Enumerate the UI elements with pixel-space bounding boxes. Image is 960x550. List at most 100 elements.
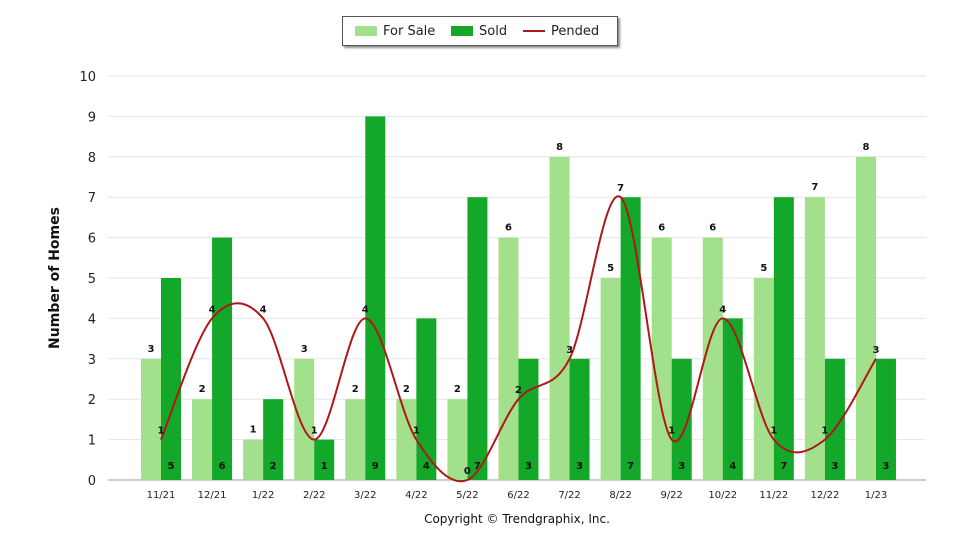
data-label-pended: 1 bbox=[311, 426, 318, 437]
data-label-for-sale: 8 bbox=[862, 142, 869, 153]
bar-sold bbox=[161, 278, 181, 480]
y-tick-label: 3 bbox=[88, 353, 96, 368]
x-tick-label: 3/22 bbox=[354, 490, 376, 501]
legend-swatch-for-sale bbox=[355, 25, 377, 36]
bar-sold bbox=[569, 358, 590, 480]
chart-legend: For Sale Sold Pended bbox=[342, 16, 618, 46]
data-label-pended: 1 bbox=[770, 426, 777, 437]
data-label-sold: 4 bbox=[423, 461, 430, 472]
data-label-sold: 3 bbox=[678, 461, 685, 472]
legend-label-for-sale: For Sale bbox=[383, 24, 436, 39]
bar-sold bbox=[875, 358, 896, 480]
bar-sold bbox=[671, 358, 692, 480]
data-label-pended: 1 bbox=[158, 426, 165, 437]
x-tick-label: 10/22 bbox=[708, 490, 737, 501]
x-tick-label: 11/21 bbox=[147, 490, 176, 501]
data-label-for-sale: 2 bbox=[352, 384, 359, 395]
x-tick-label: 12/22 bbox=[810, 490, 839, 501]
data-label-pended: 4 bbox=[260, 304, 267, 315]
data-label-for-sale: 5 bbox=[760, 263, 767, 274]
bar-sold bbox=[467, 197, 488, 480]
x-tick-label: 2/22 bbox=[303, 490, 325, 501]
bar-for-sale bbox=[243, 439, 264, 480]
data-label-for-sale: 3 bbox=[148, 344, 155, 355]
x-tick-label: 8/22 bbox=[609, 490, 631, 501]
data-label-pended: 4 bbox=[209, 304, 216, 315]
bar-for-sale bbox=[753, 278, 774, 480]
data-label-pended: 1 bbox=[668, 426, 675, 437]
data-label-sold: 7 bbox=[474, 461, 481, 472]
bar-sold bbox=[212, 237, 233, 480]
y-tick-label: 1 bbox=[88, 434, 96, 449]
data-label-sold: 7 bbox=[627, 461, 634, 472]
data-label-sold: 3 bbox=[831, 461, 838, 472]
x-tick-label: 9/22 bbox=[660, 490, 682, 501]
data-label-sold: 2 bbox=[270, 461, 277, 472]
legend-item-pended[interactable]: Pended bbox=[523, 24, 599, 40]
bar-for-sale bbox=[804, 197, 825, 480]
data-label-sold: 3 bbox=[576, 461, 583, 472]
y-tick-label: 8 bbox=[88, 151, 96, 166]
data-label-pended: 3 bbox=[566, 345, 573, 356]
data-label-for-sale: 1 bbox=[250, 425, 257, 436]
x-tick-label: 1/22 bbox=[252, 490, 274, 501]
bar-for-sale bbox=[549, 156, 570, 481]
x-tick-label: 5/22 bbox=[456, 490, 478, 501]
x-tick-label: 12/21 bbox=[198, 490, 227, 501]
data-label-sold: 9 bbox=[372, 461, 379, 472]
bar-for-sale bbox=[396, 399, 417, 480]
bar-sold bbox=[824, 358, 845, 480]
data-label-for-sale: 6 bbox=[658, 223, 665, 234]
bar-for-sale bbox=[192, 399, 213, 480]
data-label-for-sale: 2 bbox=[199, 384, 206, 395]
data-label-for-sale: 6 bbox=[505, 223, 512, 234]
data-label-sold: 7 bbox=[780, 461, 787, 472]
y-tick-label: 7 bbox=[88, 191, 96, 206]
x-tick-label: 11/22 bbox=[759, 490, 788, 501]
bar-for-sale bbox=[294, 358, 315, 480]
bar-sold bbox=[314, 439, 335, 480]
bar-for-sale bbox=[702, 237, 723, 480]
y-tick-label: 0 bbox=[88, 474, 96, 489]
legend-label-pended: Pended bbox=[551, 24, 600, 39]
data-label-sold: 6 bbox=[219, 461, 226, 472]
data-label-pended: 3 bbox=[872, 345, 879, 356]
copyright-text: Copyright © Trendgraphix, Inc. bbox=[424, 512, 610, 526]
legend-item-for-sale[interactable]: For Sale bbox=[355, 24, 435, 40]
y-tick-label: 2 bbox=[88, 393, 96, 408]
legend-label-sold: Sold bbox=[479, 24, 508, 39]
data-label-pended: 7 bbox=[617, 183, 624, 194]
bar-sold bbox=[773, 197, 794, 480]
x-tick-label: 7/22 bbox=[558, 490, 580, 501]
data-label-sold: 3 bbox=[882, 461, 889, 472]
data-label-for-sale: 6 bbox=[709, 223, 716, 234]
line-pended bbox=[160, 195, 877, 483]
bar-sold bbox=[620, 197, 641, 480]
y-axis-label: Number of Homes bbox=[47, 207, 63, 349]
data-label-for-sale: 2 bbox=[454, 384, 461, 395]
bar-sold bbox=[722, 318, 743, 480]
data-label-pended: 2 bbox=[515, 385, 522, 396]
y-tick-label: 5 bbox=[88, 272, 96, 287]
bar-sold bbox=[365, 116, 386, 481]
bar-for-sale bbox=[651, 237, 672, 480]
x-tick-label: 6/22 bbox=[507, 490, 529, 501]
data-label-sold: 1 bbox=[321, 461, 328, 472]
bar-for-sale bbox=[498, 237, 519, 480]
bar-for-sale bbox=[345, 399, 366, 480]
data-label-pended: 0 bbox=[464, 466, 471, 477]
data-label-for-sale: 7 bbox=[811, 182, 818, 193]
data-label-pended: 4 bbox=[362, 304, 369, 315]
bar-for-sale bbox=[447, 399, 468, 480]
bar-for-sale bbox=[600, 278, 621, 480]
data-label-sold: 4 bbox=[729, 461, 736, 472]
data-label-for-sale: 3 bbox=[301, 344, 308, 355]
data-label-pended: 4 bbox=[719, 304, 726, 315]
bar-for-sale bbox=[141, 358, 161, 480]
legend-line-pended bbox=[523, 29, 545, 32]
data-label-sold: 5 bbox=[168, 461, 175, 472]
bar-sold bbox=[416, 318, 437, 480]
legend-swatch-sold bbox=[451, 25, 473, 36]
legend-item-sold[interactable]: Sold bbox=[451, 24, 507, 40]
x-tick-label: 4/22 bbox=[405, 490, 427, 501]
